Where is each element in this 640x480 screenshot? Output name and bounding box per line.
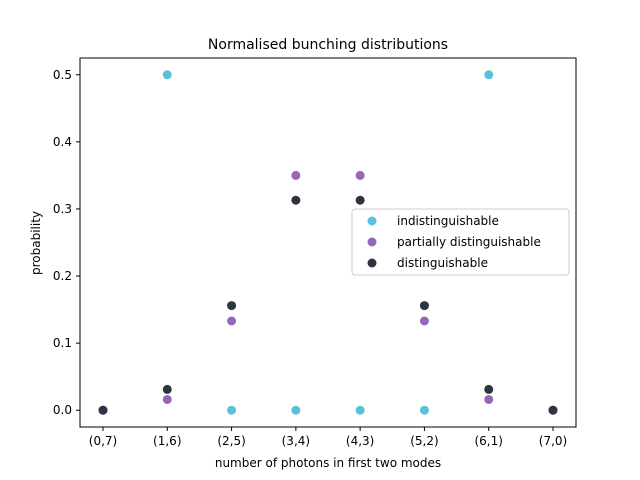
point-indistinguishable [355,405,365,415]
x-tick-label: (0,7) [89,434,117,448]
point-distinguishable [98,405,108,415]
point-partially-distinguishable [162,394,172,404]
x-axis-label: number of photons in first two modes [215,456,441,470]
point-partially-distinguishable [227,316,237,326]
point-indistinguishable [162,70,172,80]
y-tick-label: 0.1 [53,336,72,350]
y-tick-label: 0.3 [53,202,72,216]
y-axis: 0.0 0.1 0.2 0.3 0.4 0.5 [53,68,80,417]
y-tick-label: 0.5 [53,68,72,82]
point-partially-distinguishable [291,170,301,180]
point-distinguishable [227,301,237,311]
data-points [98,70,558,415]
point-distinguishable [162,384,172,394]
x-tick-label: (7,0) [539,434,567,448]
legend-box [351,208,570,276]
legend-label: partially distinguishable [397,235,541,249]
point-partially-distinguishable [355,170,365,180]
point-indistinguishable [484,70,494,80]
y-tick-label: 0.0 [53,403,72,417]
point-distinguishable [291,195,301,205]
x-axis: (0,7) (1,6) (2,5) (3,4) (4,3) (5,2) (6,1) (7,0) [89,427,567,448]
x-tick-label: (3,4) [282,434,310,448]
point-indistinguishable [291,405,301,415]
point-distinguishable [419,301,429,311]
x-tick-label: (4,3) [346,434,374,448]
x-tick-label: (6,1) [474,434,502,448]
point-partially-distinguishable [484,394,494,404]
y-tick-label: 0.4 [53,135,72,149]
point-distinguishable [548,405,558,415]
point-indistinguishable [419,405,429,415]
point-indistinguishable [227,405,237,415]
x-tick-label: (1,6) [153,434,181,448]
chart-title: Normalised bunching distributions [208,37,448,53]
x-tick-label: (2,5) [217,434,245,448]
y-axis-label: probability [29,211,43,275]
legend-marker [367,237,377,247]
x-tick-label: (5,2) [410,434,438,448]
legend: indistinguishable partially distinguishab… [351,208,570,276]
legend-label: indistinguishable [397,214,499,228]
legend-marker [367,258,377,268]
point-distinguishable [355,195,365,205]
legend-label: distinguishable [397,256,488,270]
point-distinguishable [484,384,494,394]
point-partially-distinguishable [419,316,429,326]
y-tick-label: 0.2 [53,269,72,283]
legend-marker [367,216,377,226]
